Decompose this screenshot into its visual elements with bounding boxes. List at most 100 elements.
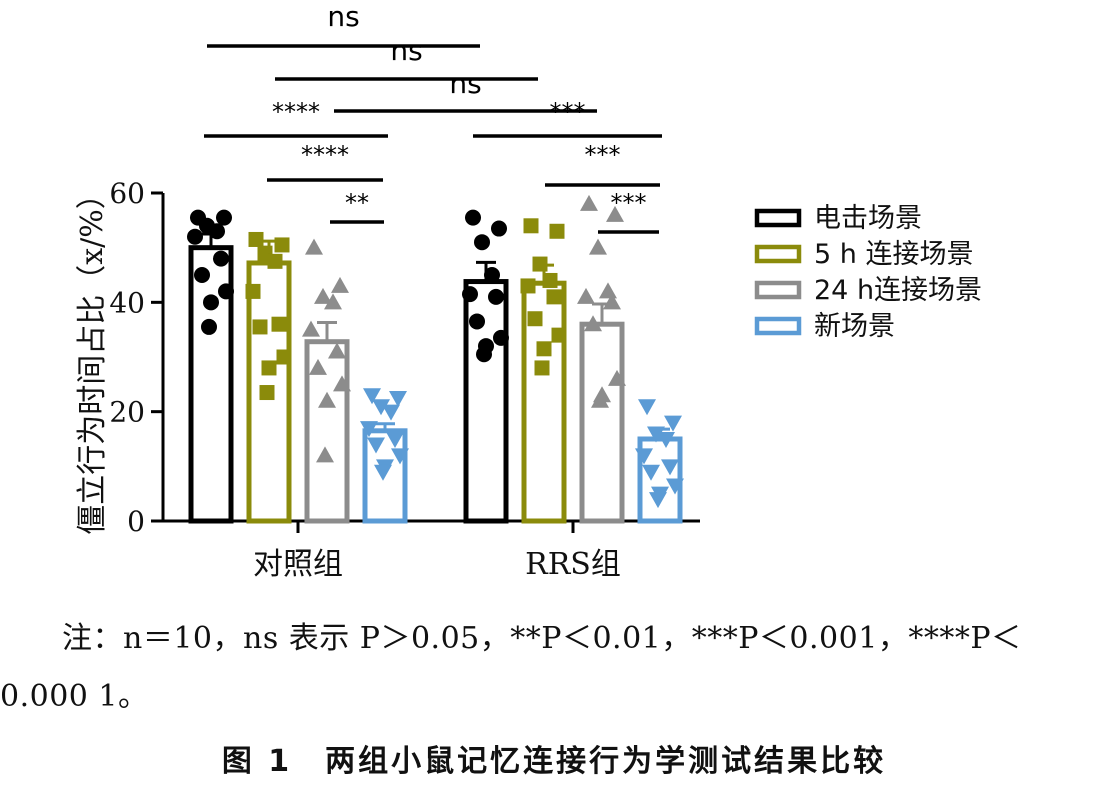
data-point <box>252 319 268 335</box>
figure-caption: 图 1 两组小鼠记忆连接行为学测试结果比较 <box>221 744 887 779</box>
data-point <box>542 272 558 288</box>
significance-label: ns <box>390 34 422 67</box>
data-point <box>584 315 602 332</box>
significance-label: **** <box>301 141 349 169</box>
data-point <box>316 446 334 463</box>
legend-swatch <box>754 244 802 264</box>
data-point <box>523 218 539 234</box>
data-point <box>209 223 225 240</box>
data-point <box>649 492 667 509</box>
data-point <box>372 399 390 416</box>
data-point <box>216 209 232 226</box>
significance-label: ns <box>449 67 481 100</box>
y-tick-label: 60 <box>109 177 145 210</box>
data-point <box>248 231 264 247</box>
data-point <box>187 228 203 245</box>
data-point <box>603 293 621 310</box>
y-tick-label: 40 <box>109 286 145 319</box>
data-point <box>493 329 509 346</box>
data-point <box>465 209 481 226</box>
bar <box>579 321 625 524</box>
data-point <box>363 388 381 405</box>
significance-label: *** <box>611 189 647 217</box>
data-point <box>391 448 409 465</box>
data-point <box>534 360 550 376</box>
y-tick-label: 20 <box>109 396 145 429</box>
x-tick-label: RRS组 <box>525 547 621 582</box>
data-point <box>261 360 277 376</box>
data-point <box>318 391 336 408</box>
data-point <box>314 287 332 304</box>
legend-swatch <box>754 316 802 336</box>
data-point <box>305 238 323 255</box>
data-point <box>546 289 562 305</box>
data-point <box>635 448 653 465</box>
data-point <box>374 464 392 481</box>
legend-label: 电击场景 <box>814 203 922 234</box>
legend-label: 5 h 连接场景 <box>814 239 973 270</box>
significance-label: **** <box>272 98 320 126</box>
data-point <box>657 432 675 448</box>
data-point <box>599 282 617 299</box>
data-point <box>580 194 598 211</box>
data-point <box>491 220 507 237</box>
significance-label: ns <box>327 0 359 33</box>
data-point <box>666 478 684 495</box>
data-point <box>245 283 261 299</box>
significance-label: *** <box>585 141 621 169</box>
data-point <box>661 459 679 476</box>
data-point <box>591 391 609 408</box>
data-point <box>642 464 660 481</box>
data-point <box>267 253 283 269</box>
data-point <box>213 250 229 267</box>
legend-label: 24 h连接场景 <box>814 275 982 306</box>
data-point <box>589 238 607 255</box>
legend-swatch <box>754 280 802 300</box>
data-point <box>484 267 500 283</box>
data-point <box>462 286 478 303</box>
y-axis-label: 僵立行为时间占比（x/%） <box>75 179 110 535</box>
data-point <box>536 341 552 357</box>
data-point <box>520 278 536 294</box>
data-point <box>488 288 504 305</box>
data-point <box>474 234 490 251</box>
data-point <box>527 311 543 327</box>
data-point <box>532 256 548 272</box>
data-point <box>218 283 234 300</box>
data-point <box>549 223 565 239</box>
data-point <box>194 267 210 283</box>
data-point <box>302 320 320 337</box>
significance-label: ** <box>345 189 369 217</box>
data-point <box>608 369 626 386</box>
data-point <box>606 205 624 222</box>
significance-label: *** <box>550 98 586 126</box>
data-point <box>324 293 342 310</box>
legend-swatch <box>754 208 802 228</box>
x-tick-label: 对照组 <box>253 547 343 582</box>
data-point <box>577 287 595 304</box>
data-point <box>664 415 682 432</box>
data-point <box>259 385 275 401</box>
footnote: 注：n＝10，ns 表示 P＞0.05，**P＜0.01，***P＜0.001，… <box>0 621 1022 714</box>
data-point <box>309 358 327 375</box>
data-point <box>476 346 492 363</box>
data-point <box>382 404 400 421</box>
data-point <box>551 327 567 343</box>
data-point <box>386 432 404 448</box>
data-point <box>201 318 217 335</box>
data-point <box>271 316 287 332</box>
data-point <box>469 313 485 330</box>
data-point <box>389 391 407 407</box>
data-point <box>203 294 219 311</box>
legend-label: 新场景 <box>814 311 895 342</box>
data-point <box>647 426 665 443</box>
data-point <box>360 421 378 438</box>
data-point <box>274 237 290 253</box>
data-point <box>276 349 292 365</box>
data-point <box>638 399 656 416</box>
data-point <box>331 276 349 293</box>
data-point <box>367 437 385 454</box>
data-point <box>333 375 351 392</box>
data-point <box>328 342 346 359</box>
